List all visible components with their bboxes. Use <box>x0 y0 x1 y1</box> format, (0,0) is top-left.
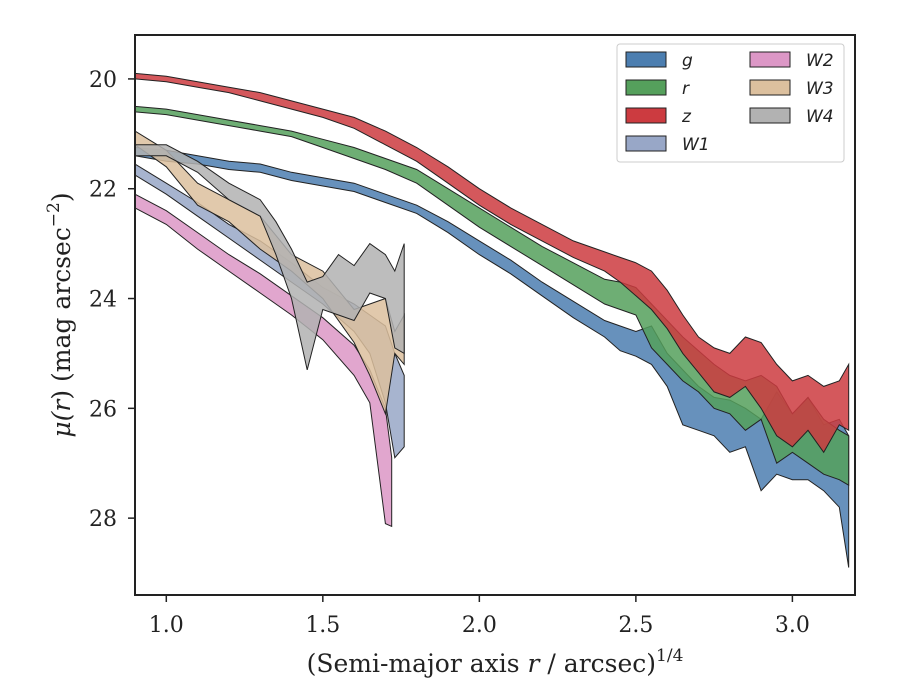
legend-label-g: g <box>682 51 693 71</box>
legend-swatch-g <box>625 51 667 68</box>
y-tick-label: 22 <box>89 178 117 203</box>
legend-swatch-r <box>625 79 667 96</box>
legend-label-r: r <box>682 79 690 99</box>
x-tick-label: 1.5 <box>305 613 340 638</box>
x-tick-label: 1.0 <box>149 613 184 638</box>
legend-label-w1: W1 <box>682 135 710 155</box>
band-z <box>135 72 850 454</box>
y-tick-label: 24 <box>89 288 117 313</box>
legend-label-w4: W4 <box>806 107 834 127</box>
legend-swatch-z <box>625 107 667 124</box>
plot-frame <box>134 34 856 596</box>
band-w4 <box>135 144 405 371</box>
legend-label-w3: W3 <box>806 79 834 99</box>
legend-label-w2: W2 <box>806 51 834 71</box>
x-tick-label: 2.5 <box>618 613 653 638</box>
x-axis-ticks: 1.0 1.5 2.0 2.5 3.0 <box>149 595 810 638</box>
legend-label-z: z <box>681 107 692 127</box>
band-g <box>135 146 850 568</box>
y-tick-label: 26 <box>89 397 117 422</box>
x-tick-label: 3.0 <box>775 613 810 638</box>
x-axis-label: (Semi-major axis r / arcsec)1/4 <box>307 646 684 678</box>
y-axis-ticks: 20 22 24 26 28 <box>89 68 135 532</box>
band-w2 <box>135 193 393 528</box>
legend-box <box>616 43 845 163</box>
legend-swatch-w3 <box>749 79 791 96</box>
profile-bands <box>135 72 850 568</box>
x-tick-label: 2.0 <box>462 613 497 638</box>
y-tick-label: 20 <box>89 68 117 93</box>
legend-swatch-w4 <box>749 107 791 124</box>
legend-swatch-w2 <box>749 51 791 68</box>
y-axis-label: μ(r) (mag arcsec−2) <box>44 192 76 437</box>
band-r <box>135 105 850 487</box>
y-tick-label: 28 <box>89 507 117 532</box>
legend: grz W1 W2 W3 W4 <box>616 43 845 163</box>
legend-swatch-w1 <box>625 135 667 152</box>
